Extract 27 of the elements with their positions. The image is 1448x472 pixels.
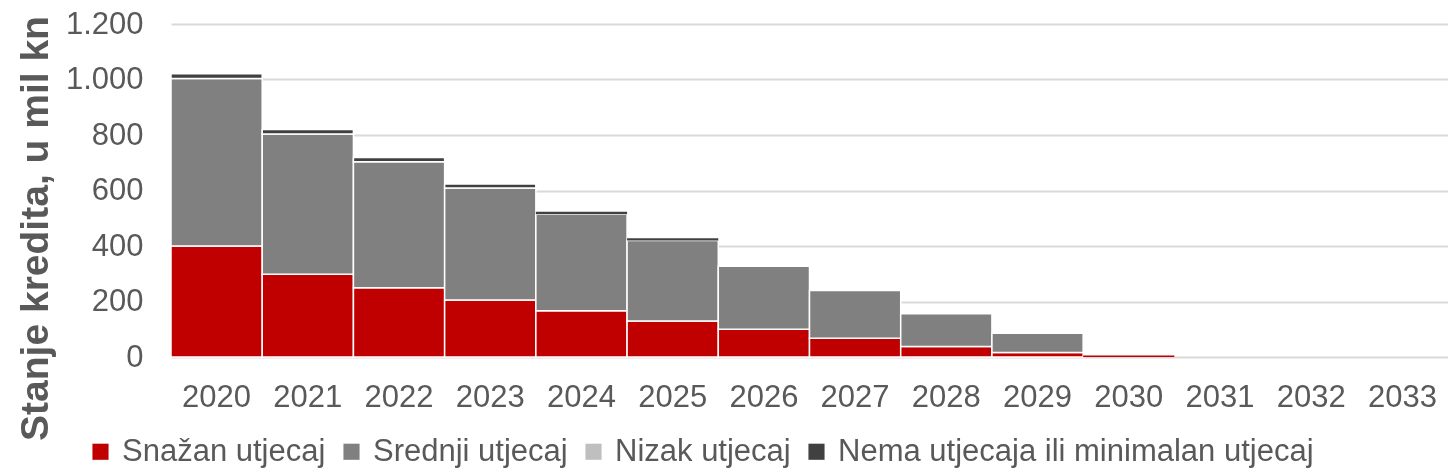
y-tick-label: 600 [91, 172, 144, 207]
x-tick-label: 2022 [364, 378, 434, 414]
x-tick-label: 2027 [820, 378, 890, 414]
x-tick-label: 2023 [455, 378, 525, 414]
y-tick-label: 1.200 [65, 5, 144, 41]
x-tick-label: 2021 [273, 378, 343, 414]
legend-label: Srednji utjecaj [373, 432, 568, 468]
legend-label: Snažan utjecaj [122, 432, 326, 468]
x-tick-label: 2031 [1185, 378, 1255, 414]
x-tick-label: 2030 [1094, 378, 1164, 414]
y-tick-label: 0 [126, 338, 144, 374]
y-tick-label: 800 [91, 116, 144, 152]
y-tick-label: 200 [91, 283, 144, 318]
y-axis-title: Stanje kredita, u mil kn [12, 16, 56, 441]
x-tick-label: 2032 [1276, 378, 1346, 414]
x-tick-label: 2025 [638, 378, 708, 414]
x-tick-label: 2033 [1367, 378, 1437, 414]
bar [627, 238, 719, 241]
x-tick-label: 2024 [546, 378, 616, 414]
y-tick-label: 1.000 [65, 61, 144, 96]
legend-label: Nema utjecaja ili minimalan utjecaj [838, 432, 1314, 468]
y-tick-label: 400 [91, 227, 144, 263]
legend-label: Nizak utjecaj [615, 432, 791, 468]
x-tick-label: 2026 [729, 378, 799, 414]
x-tick-label: 2029 [1003, 378, 1073, 414]
x-tick-label: 2020 [182, 378, 252, 414]
x-tick-label: 2028 [911, 378, 981, 414]
